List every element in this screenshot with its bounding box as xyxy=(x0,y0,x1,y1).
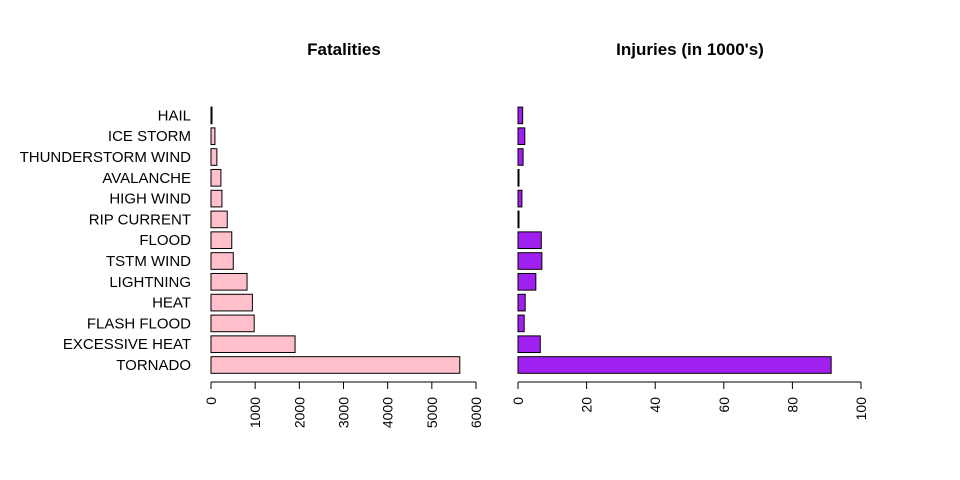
injuries-bar-avalanche xyxy=(517,168,520,187)
fatalities-bar-flood xyxy=(210,231,233,250)
fatalities-bar-rip-current xyxy=(210,210,228,229)
category-label-hail: HAIL xyxy=(158,107,191,124)
category-label-rip-current: RIP CURRENT xyxy=(89,211,191,228)
category-label-excessive-heat: EXCESSIVE HEAT xyxy=(63,336,191,353)
category-label-ice-storm: ICE STORM xyxy=(108,128,191,145)
injuries-tick-label: 20 xyxy=(579,397,595,413)
injuries-bar-high-wind xyxy=(517,189,523,208)
injuries-tick-label: 0 xyxy=(510,397,526,405)
injuries-bar-hail xyxy=(517,106,524,125)
category-label-flood: FLOOD xyxy=(139,232,191,249)
injuries-tick-label: 100 xyxy=(853,397,869,421)
category-label-avalanche: AVALANCHE xyxy=(102,170,191,187)
fatalities-tick-label: 2000 xyxy=(291,397,307,428)
fatalities-tick-label: 0 xyxy=(203,397,219,405)
category-label-heat: HEAT xyxy=(152,295,191,312)
fatalities-bar-tornado xyxy=(210,356,461,374)
fatalities-bar-tstm-wind xyxy=(210,252,234,270)
fatalities-bar-thunderstorm-wind xyxy=(210,148,218,166)
injuries-bar-rip-current xyxy=(517,210,520,229)
category-label-high-wind: HIGH WIND xyxy=(109,191,191,208)
fatalities-tick-label: 4000 xyxy=(380,397,396,428)
fatalities-bar-lightning xyxy=(210,272,248,291)
fatalities-bar-high-wind xyxy=(210,189,223,208)
fatalities-tick-label: 5000 xyxy=(424,397,440,428)
fatalities-bar-excessive-heat xyxy=(210,335,296,354)
injuries-chart-title: Injuries (in 1000's) xyxy=(616,40,764,59)
injuries-bar-thunderstorm-wind xyxy=(517,148,524,166)
fatalities-chart-title: Fatalities xyxy=(307,40,381,59)
fatalities-bar-heat xyxy=(210,293,253,312)
category-label-lightning: LIGHTNING xyxy=(109,274,191,291)
injuries-bar-tornado xyxy=(517,356,832,374)
fatalities-bar-ice-storm xyxy=(210,127,216,146)
fatalities-panel: Fatalities TORNADO EXCESSIVE HEAT FLASH FL… xyxy=(20,40,484,428)
injuries-bar-flood xyxy=(517,231,542,250)
category-label-thunderstorm-wind: THUNDERSTORM WIND xyxy=(20,149,192,166)
injuries-bar-excessive-heat xyxy=(517,335,541,354)
injuries-panel: Injuries (in 1000's) 0 20 40 60 80 100 xyxy=(510,40,869,420)
category-label-flash-flood: FLASH FLOOD xyxy=(87,315,191,332)
injuries-bar-ice-storm xyxy=(517,127,526,146)
fatalities-tick-label: 1000 xyxy=(247,397,263,428)
injuries-tick-label: 60 xyxy=(716,397,732,413)
injuries-bar-lightning xyxy=(517,272,537,291)
injuries-tick-label: 80 xyxy=(784,397,800,413)
category-label-tstm-wind: TSTM WIND xyxy=(106,253,191,270)
category-label-tornado: TORNADO xyxy=(116,357,191,374)
injuries-tick-label: 40 xyxy=(647,397,663,413)
fatalities-tick-label: 6000 xyxy=(468,397,484,428)
fatalities-bar-avalanche xyxy=(210,168,222,187)
fatalities-bar-hail xyxy=(210,106,213,125)
injuries-bar-flash-flood xyxy=(517,314,525,333)
fatalities-tick-label: 3000 xyxy=(336,397,352,428)
injuries-bar-heat xyxy=(517,293,526,312)
injuries-bar-tstm-wind xyxy=(517,252,543,270)
fatalities-bar-flash-flood xyxy=(210,314,255,333)
